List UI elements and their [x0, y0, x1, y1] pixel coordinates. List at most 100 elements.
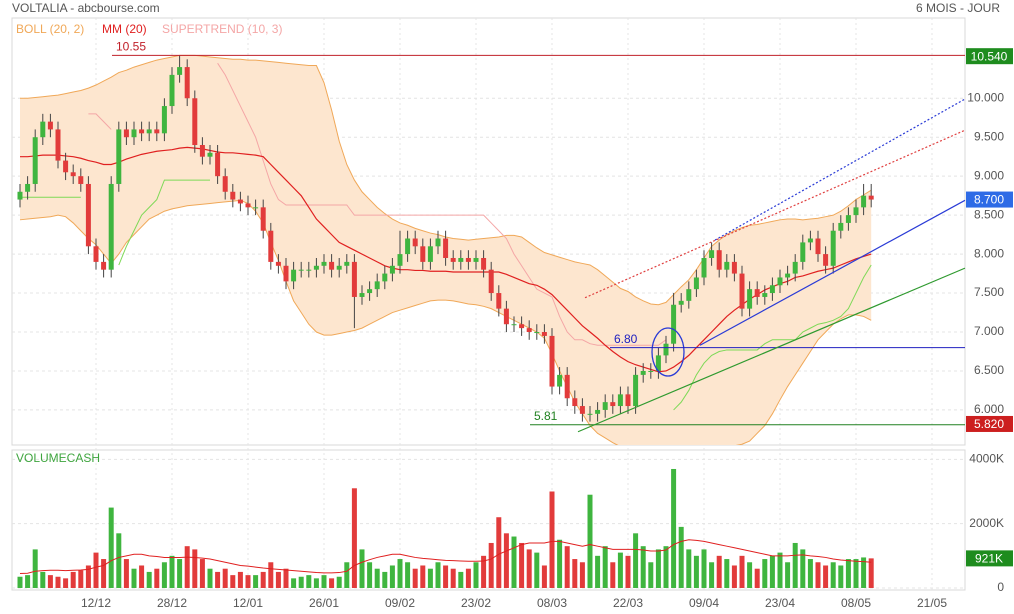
volume-bar: [184, 546, 190, 588]
candle-body: [541, 332, 547, 336]
volume-bar: [427, 568, 433, 588]
volume-bar: [838, 565, 844, 588]
candle-body: [427, 246, 433, 262]
y-tick-label: 6.000: [974, 402, 1004, 416]
candle-body: [595, 409, 601, 414]
volume-bar: [762, 559, 768, 588]
volume-bar: [807, 559, 813, 588]
volume-bar: [222, 568, 228, 588]
volume-bar: [602, 546, 608, 588]
volume-tick-label: 2000K: [969, 516, 1004, 530]
x-tick-label: 12/01: [233, 596, 263, 610]
legend-entry: BOLL (20, 2): [16, 22, 84, 36]
volume-bar: [70, 571, 76, 588]
candle-body: [123, 129, 129, 138]
volume-bar: [207, 568, 213, 588]
volume-bar: [648, 562, 654, 588]
volume-bar: [139, 565, 145, 588]
candle-body: [25, 183, 31, 192]
volume-bar: [739, 555, 745, 588]
candle-body: [769, 285, 775, 294]
candle-body: [253, 207, 259, 209]
x-tick-label: 09/04: [689, 596, 719, 610]
volume-bar: [108, 507, 114, 588]
candle-body: [785, 273, 791, 278]
candle-body: [382, 273, 388, 282]
candle-body: [93, 246, 99, 262]
volume-bar: [55, 576, 61, 588]
candle-body: [237, 199, 243, 204]
candle-body: [146, 129, 152, 134]
volume-bar: [526, 549, 532, 588]
candle-body: [633, 374, 639, 407]
volume-bar: [617, 552, 623, 588]
legend-entry: SUPERTREND (10, 3): [162, 22, 282, 36]
candle-body: [671, 304, 677, 344]
candle-body: [762, 293, 768, 297]
candle-body: [830, 230, 836, 266]
candle-body: [313, 265, 319, 270]
volume-bar: [731, 565, 737, 588]
candle-body: [63, 160, 69, 173]
candle-body: [458, 257, 464, 262]
volume-bar: [716, 555, 722, 588]
x-tick-label: 12/12: [81, 596, 111, 610]
volume-legend: VOLUMECASH: [16, 451, 100, 465]
candle-body: [222, 176, 228, 192]
candle-body: [519, 324, 525, 329]
volume-bar: [298, 576, 304, 588]
price-tag-label: 921K: [975, 552, 1003, 566]
volume-bar: [374, 568, 380, 588]
candle-body: [78, 176, 84, 184]
candle-body: [306, 269, 312, 271]
candle-body: [139, 129, 145, 134]
y-tick-label: 7.000: [974, 324, 1004, 338]
candle-body: [868, 195, 874, 200]
candle-body: [412, 238, 418, 247]
volume-bar: [123, 559, 129, 588]
volume-bar: [146, 571, 152, 588]
volume-bar: [564, 546, 570, 588]
candle-body: [450, 257, 456, 262]
volume-bar: [777, 552, 783, 588]
volume-bar: [397, 559, 403, 588]
volume-bar: [747, 562, 753, 588]
x-tick-label: 09/02: [385, 596, 415, 610]
candle-body: [40, 121, 46, 138]
candle-body: [739, 273, 745, 309]
candle-body: [655, 355, 661, 371]
candle-body: [564, 374, 570, 399]
candle-body: [329, 261, 335, 270]
volume-bar: [845, 559, 851, 588]
volume-bar: [359, 549, 365, 588]
x-tick-label: 22/03: [613, 596, 643, 610]
x-tick-label: 23/02: [461, 596, 491, 610]
candle-body: [754, 289, 760, 297]
volume-bar: [336, 576, 342, 588]
trend-line: [577, 267, 966, 433]
volume-bar: [63, 578, 69, 588]
volume-bar: [534, 552, 540, 588]
candle-body: [367, 289, 373, 294]
volume-bar: [503, 533, 509, 588]
volume-bar: [17, 576, 23, 588]
supertrend-line: [88, 113, 112, 130]
volume-bar: [633, 533, 639, 588]
candle-body: [47, 121, 53, 130]
volume-tick-label: 4000K: [969, 452, 1004, 466]
volume-bar: [853, 559, 859, 588]
candle-body: [503, 308, 509, 325]
candle-body: [351, 261, 357, 297]
volume-bar: [663, 546, 669, 588]
candle-body: [131, 129, 137, 138]
candle-body: [709, 250, 715, 258]
y-tick-label: 8.000: [974, 246, 1004, 260]
volume-bar: [572, 559, 578, 588]
candle-body: [298, 269, 304, 271]
candle-body: [511, 324, 517, 326]
volume-bar: [230, 575, 236, 588]
candle-body: [747, 289, 753, 309]
volume-bar: [237, 571, 243, 588]
candle-body: [215, 152, 221, 177]
volume-bar: [283, 568, 289, 588]
